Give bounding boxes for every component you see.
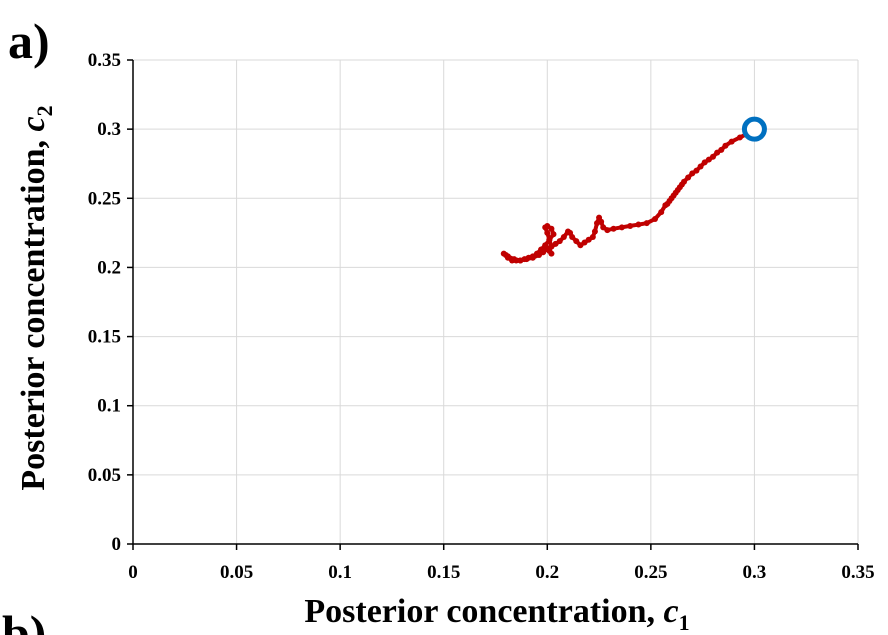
- y-tick-labels: 0 0.05 0.1 0.15 0.2 0.25 0.3 0.35: [88, 50, 121, 555]
- panel-label-a: a): [8, 13, 50, 69]
- trace-point: [728, 138, 735, 145]
- y-tick-label: 0: [112, 534, 122, 555]
- x-tick-label: 0.05: [220, 562, 253, 583]
- trace-point: [662, 202, 669, 209]
- trace-point: [596, 214, 603, 221]
- trace-point: [697, 163, 704, 170]
- trace-point: [591, 228, 598, 235]
- trace-point: [523, 256, 530, 263]
- trace-point: [618, 224, 625, 231]
- x-tick-label: 0.3: [743, 562, 767, 583]
- trace-point: [544, 229, 551, 236]
- axes: [127, 59, 859, 550]
- trace-point: [701, 159, 708, 166]
- y-axis-title-sub: 2: [32, 105, 57, 116]
- y-tick-label: 0.15: [88, 327, 121, 348]
- trace-point: [529, 254, 536, 261]
- x-tick-label: 0.25: [634, 562, 667, 583]
- trace-point: [511, 256, 518, 263]
- x-axis-title-sub: 1: [679, 610, 690, 635]
- trace-point: [652, 216, 658, 223]
- data-series: [500, 126, 758, 264]
- trace-point: [685, 174, 692, 181]
- trace-point: [658, 209, 665, 216]
- x-tick-label: 0: [128, 562, 138, 583]
- trace-point: [548, 225, 555, 232]
- trace-point: [573, 238, 580, 245]
- trace-point: [565, 228, 571, 235]
- y-axis-title-text: Posterior concentration,: [15, 131, 52, 490]
- trace-point: [714, 149, 721, 156]
- x-tick-label: 0.15: [427, 562, 460, 583]
- y-tick-label: 0.2: [97, 257, 121, 278]
- x-tick-label: 0.35: [841, 562, 874, 583]
- trace-point: [550, 231, 557, 238]
- trace-point: [627, 222, 634, 229]
- y-axis-title: Posterior concentration, c2: [15, 105, 57, 490]
- trace-line: [501, 127, 757, 263]
- trace-point: [548, 250, 555, 257]
- y-tick-label: 0.3: [97, 119, 121, 140]
- trace-point: [600, 224, 607, 231]
- x-tick-labels: 0 0.05 0.1 0.15 0.2 0.25 0.3 0.35: [128, 562, 874, 583]
- panel-label-b: b): [2, 605, 46, 635]
- trace-point: [546, 236, 553, 243]
- trace-point: [560, 234, 567, 241]
- x-axis-title-text: Posterior concentration,: [304, 593, 663, 630]
- x-axis-title-var: c: [664, 593, 679, 630]
- start-marker-group: [741, 116, 767, 142]
- x-tick-label: 0.1: [328, 562, 352, 583]
- trace-point: [722, 142, 729, 149]
- y-tick-label: 0.1: [97, 396, 121, 417]
- trace-point: [610, 225, 617, 232]
- y-tick-label: 0.05: [88, 465, 121, 486]
- x-tick-label: 0.2: [535, 562, 559, 583]
- trace-point: [689, 170, 696, 177]
- y-axis-title-var: c: [15, 116, 52, 131]
- start-point-marker: [741, 116, 767, 142]
- trace-point: [594, 220, 600, 227]
- x-axis-title: Posterior concentration, c1: [304, 593, 689, 635]
- trace-point: [736, 134, 743, 141]
- trace-point: [643, 220, 650, 227]
- trace-point: [635, 221, 642, 228]
- trace-point: [504, 253, 511, 260]
- y-tick-label: 0.35: [88, 50, 121, 71]
- trace-point: [577, 242, 584, 249]
- trace-point: [517, 257, 524, 264]
- y-tick-label: 0.25: [88, 188, 121, 209]
